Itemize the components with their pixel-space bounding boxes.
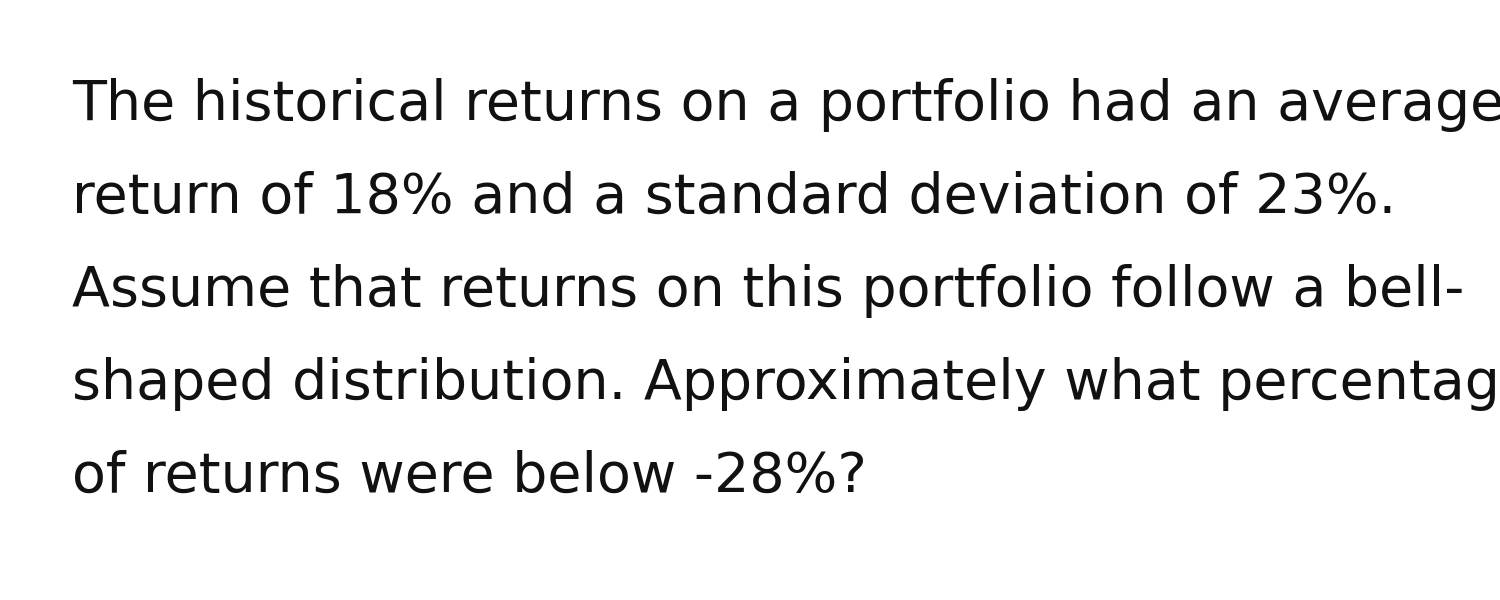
Text: Assume that returns on this portfolio follow a bell-: Assume that returns on this portfolio fo… — [72, 264, 1464, 318]
Text: The historical returns on a portfolio had an average: The historical returns on a portfolio ha… — [72, 78, 1500, 132]
Text: of returns were below -28%?: of returns were below -28%? — [72, 450, 867, 504]
Text: return of 18% and a standard deviation of 23%.: return of 18% and a standard deviation o… — [72, 171, 1396, 225]
Text: shaped distribution. Approximately what percentage: shaped distribution. Approximately what … — [72, 357, 1500, 411]
